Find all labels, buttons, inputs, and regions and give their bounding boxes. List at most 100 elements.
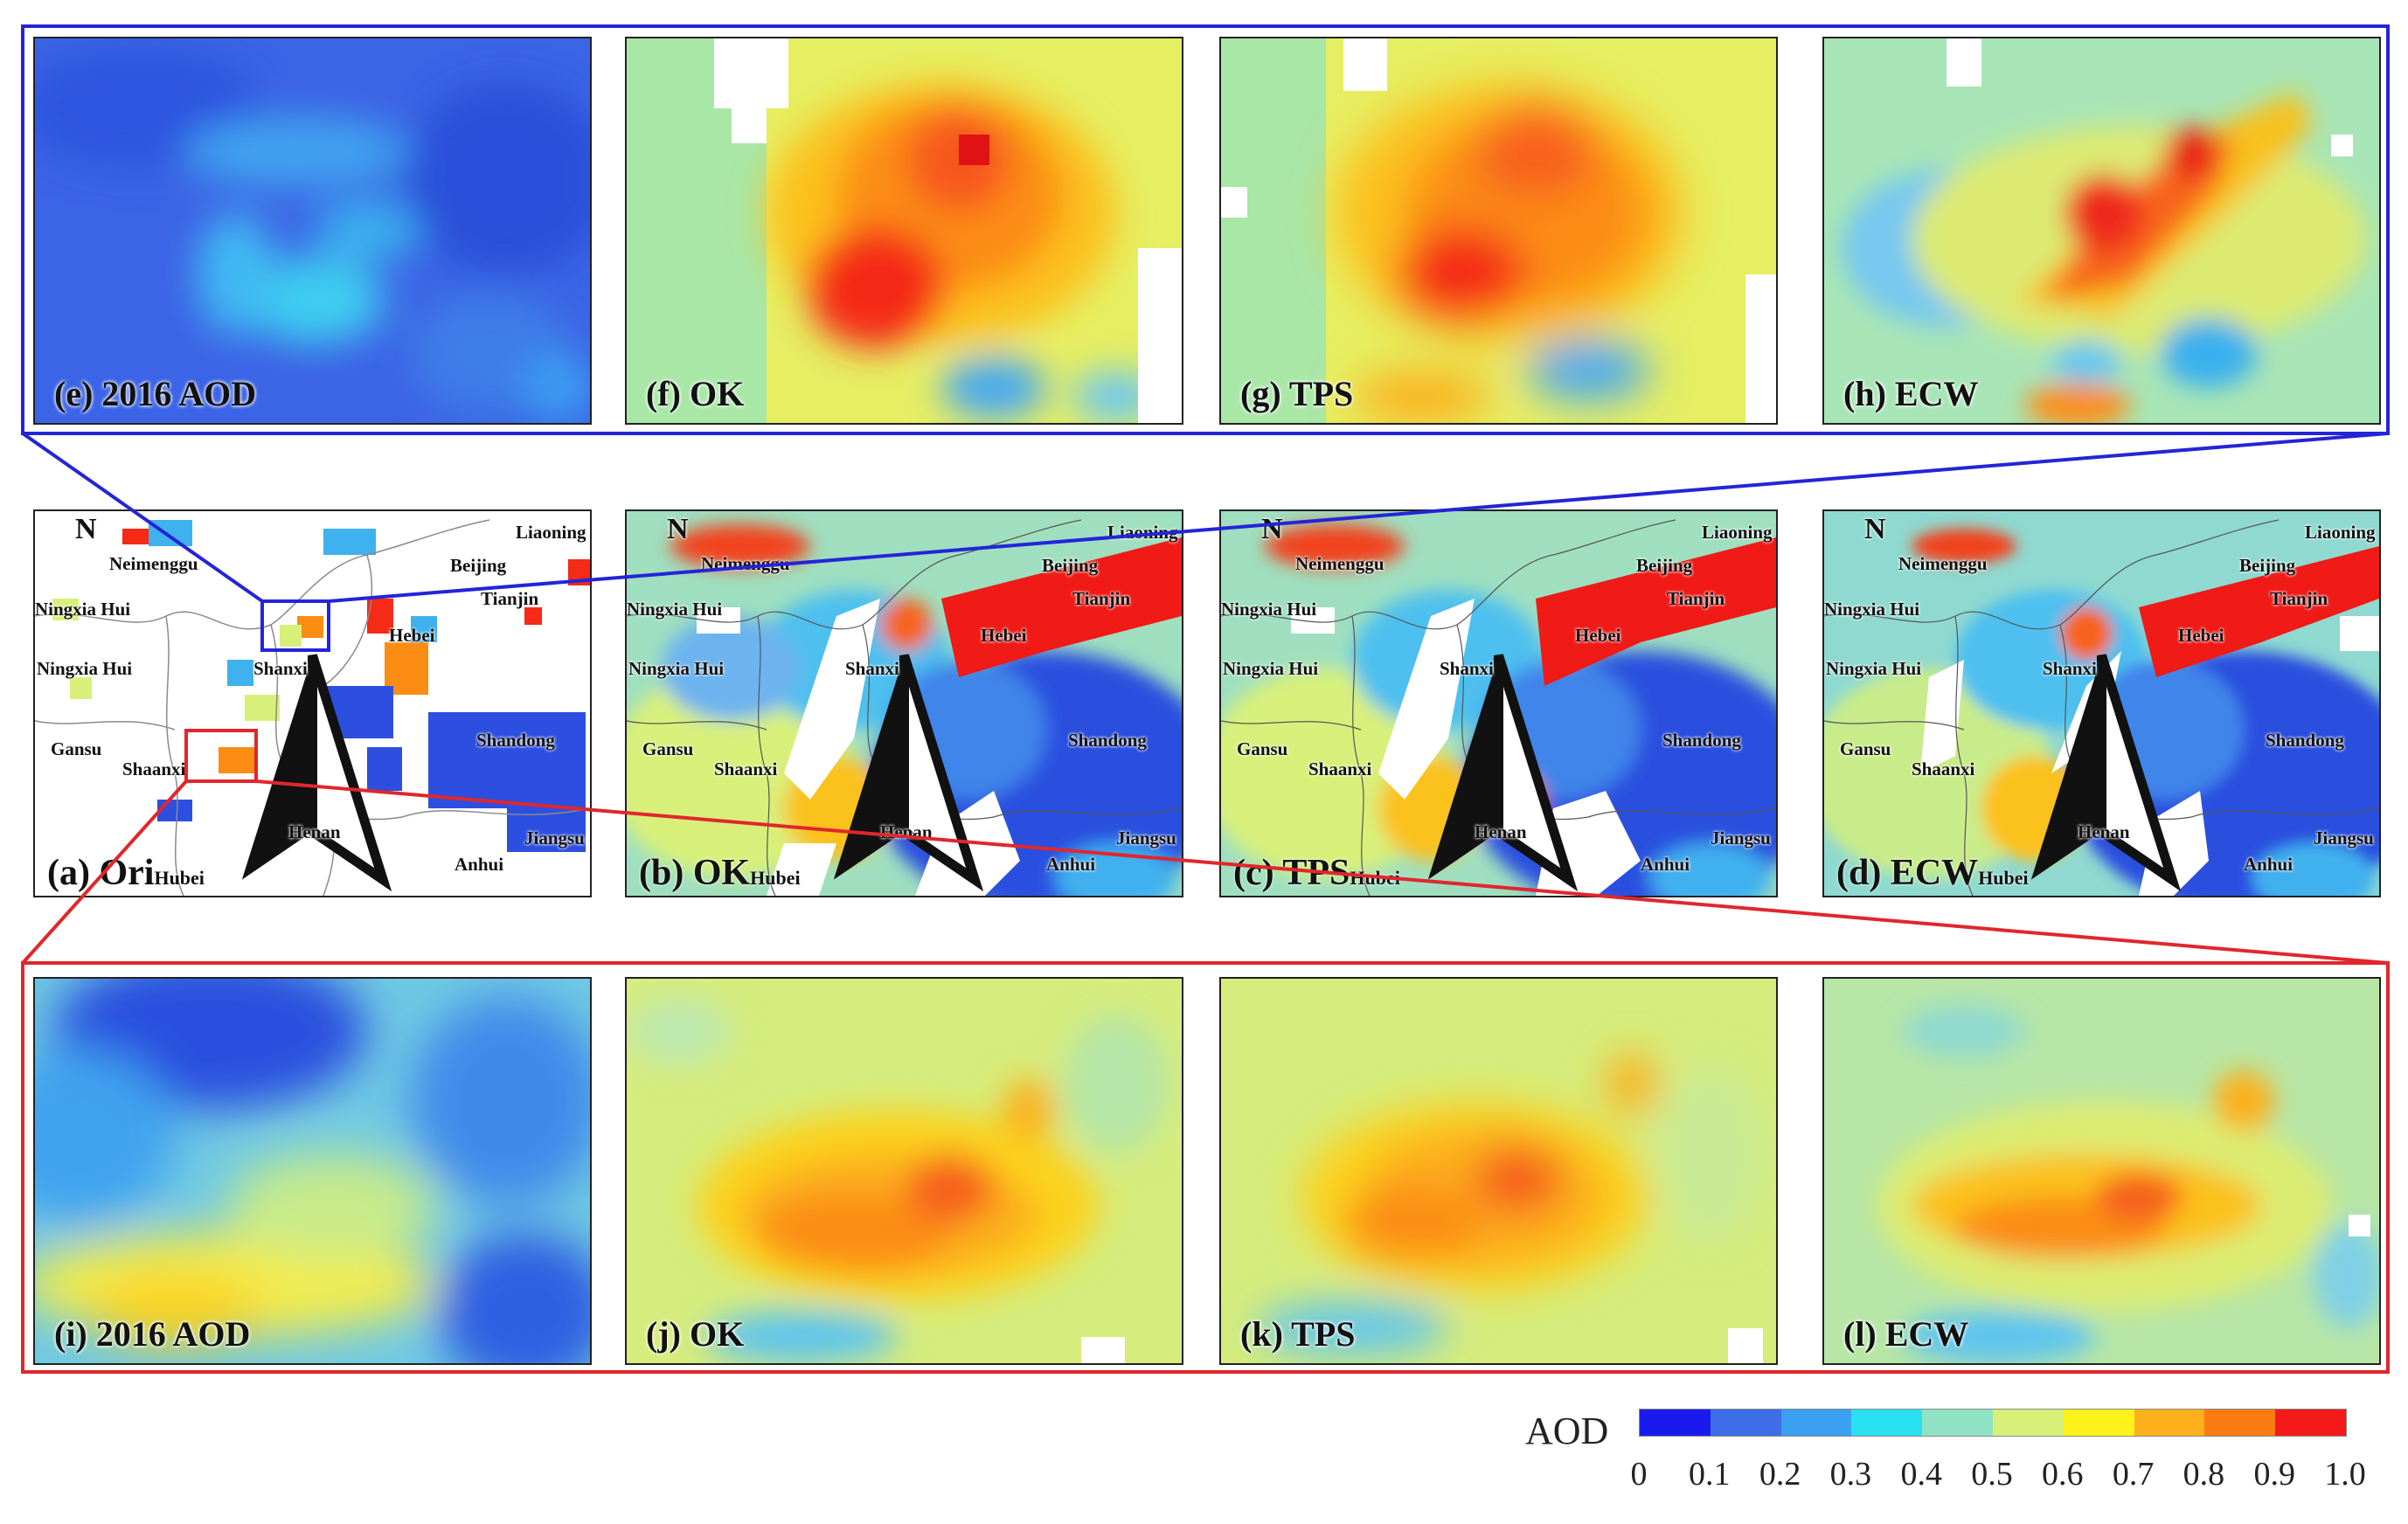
aod-raster — [1221, 979, 1776, 1363]
province-label: Jiangsu — [1711, 828, 1771, 849]
province-label: Beijing — [1042, 555, 1099, 576]
panel-label: (b) OKHubei — [639, 853, 801, 893]
province-label: Gansu — [642, 738, 694, 759]
colorbar-tick-label: 0.2 — [1759, 1456, 1801, 1493]
province-label: Gansu — [51, 738, 102, 759]
panel-f-ok-top: (f) OK — [625, 37, 1183, 425]
aod-raster — [35, 38, 590, 423]
panel-d-ecw: N Liaoning Neimenggu Beijing Tianjin Nin… — [1822, 509, 2381, 897]
colorbar-tick-label: 0.4 — [1900, 1456, 1942, 1493]
province-label: Neimenggu — [1295, 553, 1384, 574]
aod-raster — [627, 979, 1182, 1363]
colorbar-segment — [2275, 1410, 2346, 1436]
province-label: Shandong — [476, 730, 555, 751]
province-label: Liaoning — [516, 522, 586, 543]
province-label: Shanxi — [2043, 658, 2097, 679]
aod-raster — [627, 38, 1182, 423]
province-label: Anhui — [1046, 854, 1096, 875]
province-label: Ningxia Hui — [1824, 599, 1920, 620]
province-label: Hebei — [981, 625, 1027, 646]
colorbar-tick-label: 0.7 — [2112, 1456, 2155, 1493]
colorbar-segment — [1922, 1410, 1993, 1436]
north-label: N — [667, 513, 689, 545]
north-label: N — [1261, 513, 1283, 545]
province-label: Tianjin — [1667, 588, 1725, 609]
province-label: Jiangsu — [1116, 828, 1176, 849]
province-label: Ningxia Hui — [1826, 658, 1922, 679]
colorbar-tick-label: 0.5 — [1971, 1456, 2013, 1493]
province-label: Shandong — [2266, 730, 2344, 751]
province-label: Henan — [2078, 821, 2130, 842]
province-label: Neimenggu — [701, 553, 790, 574]
province-label: Tianjin — [1072, 588, 1131, 609]
panel-e-2016-aod: (e) 2016 AOD — [33, 37, 592, 425]
aod-raster — [1824, 979, 2379, 1363]
panel-i-2016-aod: (i) 2016 AOD — [33, 977, 592, 1365]
colorbar-tick-label: 0 — [1630, 1456, 1648, 1493]
north-label: N — [1864, 513, 1886, 545]
province-label: Tianjin — [481, 588, 539, 609]
province-label: Ningxia Hui — [628, 658, 725, 679]
province-label: Liaoning — [2305, 522, 2376, 543]
panel-j-ok-bottom: (j) OK — [625, 977, 1183, 1365]
province-label: Ningxia Hui — [1221, 599, 1317, 620]
province-label: Ningxia Hui — [1223, 658, 1319, 679]
colorbar-tick-label: 0.8 — [2182, 1456, 2225, 1493]
province-label: Shandong — [1068, 730, 1147, 751]
colorbar — [1639, 1409, 2347, 1437]
province-label: Tianjin — [2270, 588, 2328, 609]
colorbar-tick-label: 0.6 — [2042, 1456, 2084, 1493]
province-label: Beijing — [1636, 555, 1693, 576]
colorbar-tick-label: 0.1 — [1689, 1456, 1731, 1493]
panel-b-ok: N Liaoning Neimenggu Beijing Tianjin Nin… — [625, 509, 1183, 897]
province-label: Jiangsu — [2314, 828, 2374, 849]
colorbar-segment — [1640, 1410, 1711, 1436]
panel-label: (c) TPSHubei — [1233, 853, 1400, 893]
province-label: Hebei — [389, 625, 435, 646]
province-label: Gansu — [1840, 738, 1891, 759]
province-label: Ningxia Hui — [37, 658, 133, 679]
province-label: Anhui — [2244, 854, 2293, 875]
panel-label: (h) ECW — [1843, 374, 1979, 413]
panel-label: (g) TPS — [1240, 374, 1354, 413]
province-label: Shanxi — [845, 658, 899, 679]
panel-label: (l) ECW — [1843, 1314, 1969, 1354]
province-label: Shaanxi — [714, 759, 778, 779]
colorbar-segment — [1851, 1410, 1923, 1436]
north-label: N — [75, 513, 97, 545]
panel-label: (f) OK — [646, 374, 745, 413]
panel-label: (k) TPS — [1240, 1314, 1356, 1354]
colorbar-segment — [2134, 1410, 2205, 1436]
province-label: Henan — [880, 821, 933, 842]
province-label: Liaoning — [1702, 522, 1773, 543]
panel-label: (d) ECWHubei — [1836, 853, 2029, 893]
province-label: Liaoning — [1107, 522, 1178, 543]
province-label: Henan — [288, 821, 341, 842]
panel-g-tps-top: (g) TPS — [1219, 37, 1778, 425]
panel-k-tps-bottom: (k) TPS — [1219, 977, 1778, 1365]
province-label: Ningxia Hui — [627, 599, 723, 620]
panel-h-ecw-top: (h) ECW — [1822, 37, 2381, 425]
province-label: Shanxi — [253, 658, 308, 679]
colorbar-title: AOD — [1525, 1410, 1609, 1452]
aod-raster — [35, 979, 590, 1363]
colorbar-segment — [1780, 1410, 1852, 1436]
colorbar-segment — [2063, 1410, 2134, 1436]
colorbar-tick-label: 0.9 — [2253, 1456, 2295, 1493]
province-label: Hebei — [2178, 625, 2224, 646]
province-label: Beijing — [2239, 555, 2296, 576]
province-label: Neimenggu — [1898, 553, 1988, 574]
colorbar-ticks: 0 0.1 0.2 0.3 0.4 0.5 0.6 0.7 0.8 0.9 1.0 — [1631, 1455, 2366, 1499]
province-label: Shanxi — [1440, 658, 1494, 679]
province-label: Anhui — [1641, 854, 1690, 875]
colorbar-tick-label: 1.0 — [2324, 1456, 2366, 1493]
panel-label: (i) 2016 AOD — [54, 1314, 251, 1354]
province-label: Shaanxi — [122, 759, 186, 779]
province-label: Gansu — [1237, 738, 1288, 759]
panel-label: (j) OK — [646, 1314, 745, 1354]
province-label: Beijing — [450, 555, 507, 576]
aod-raster — [1824, 38, 2379, 423]
colorbar-tick-label: 0.3 — [1829, 1456, 1872, 1493]
colorbar-segment — [1710, 1410, 1781, 1436]
province-label: Anhui — [455, 854, 504, 875]
